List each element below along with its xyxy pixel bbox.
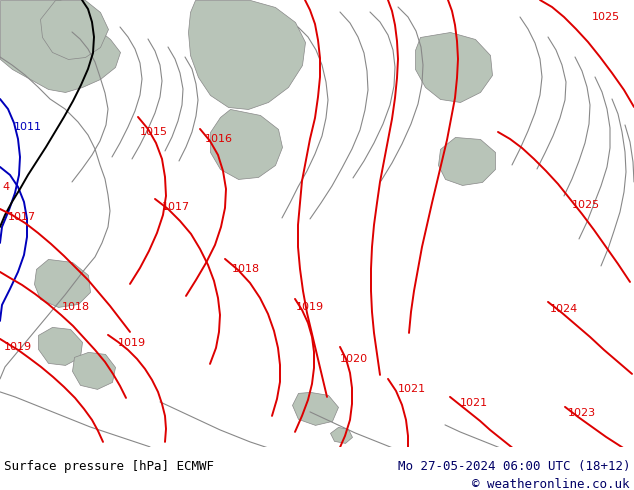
Text: 1020: 1020 (340, 354, 368, 364)
Text: 1017: 1017 (162, 202, 190, 212)
Text: 1011: 1011 (14, 122, 42, 132)
Text: 1025: 1025 (592, 12, 620, 22)
Text: 1018: 1018 (232, 264, 260, 274)
Text: 1024: 1024 (550, 304, 578, 314)
Text: 1015: 1015 (140, 127, 168, 137)
Text: Mo 27-05-2024 06:00 UTC (18+12): Mo 27-05-2024 06:00 UTC (18+12) (398, 460, 630, 473)
Text: 4: 4 (2, 182, 9, 192)
Text: 1025: 1025 (572, 200, 600, 210)
Text: © weatheronline.co.uk: © weatheronline.co.uk (472, 478, 630, 490)
Text: 1019: 1019 (118, 338, 146, 348)
Text: 1018: 1018 (62, 302, 90, 312)
Text: 1021: 1021 (398, 384, 426, 394)
Text: 1019: 1019 (296, 302, 324, 312)
Text: 1021: 1021 (460, 398, 488, 408)
Text: 1023: 1023 (568, 408, 596, 418)
Text: 1017: 1017 (8, 212, 36, 222)
Text: 1016: 1016 (205, 134, 233, 144)
Text: 1019: 1019 (4, 342, 32, 352)
Text: Surface pressure [hPa] ECMWF: Surface pressure [hPa] ECMWF (4, 460, 214, 473)
